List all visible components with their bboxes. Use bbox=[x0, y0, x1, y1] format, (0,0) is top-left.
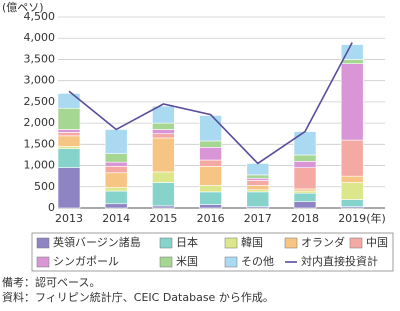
legend-swatch bbox=[284, 237, 298, 249]
bar-segment bbox=[293, 131, 317, 156]
bar-segment bbox=[104, 153, 128, 163]
legend-label: その他 bbox=[241, 255, 274, 268]
bar-segment bbox=[104, 187, 128, 192]
y-tick-label: 500 bbox=[34, 180, 55, 193]
y-axis-label: (億ペソ) bbox=[2, 1, 44, 14]
bar-segment bbox=[152, 122, 175, 130]
bar-segment bbox=[293, 161, 317, 168]
y-tick-label: 0 bbox=[48, 201, 55, 214]
legend-label: オランダ bbox=[301, 235, 345, 249]
total-line bbox=[68, 42, 353, 165]
note: 資料：フィリピン統計庁、CEIC Database から作成。 bbox=[2, 290, 274, 304]
bar-segment bbox=[293, 188, 317, 192]
bar-segment bbox=[152, 105, 175, 124]
bar-segment bbox=[152, 137, 175, 173]
bar-segment bbox=[246, 185, 270, 191]
legend-label: 米国 bbox=[176, 255, 198, 268]
legend-swatch bbox=[349, 237, 363, 249]
bar-segment bbox=[293, 154, 317, 162]
legend-label: 日本 bbox=[176, 235, 198, 249]
bar-segment bbox=[152, 133, 175, 139]
y-tick-label: 1,500 bbox=[24, 137, 56, 150]
y-tick-label: 3,000 bbox=[24, 74, 56, 87]
bar-segment bbox=[104, 161, 128, 167]
x-tick-label: 2016 bbox=[197, 212, 225, 225]
bar-segment bbox=[152, 182, 175, 207]
bar-segment bbox=[340, 59, 364, 64]
legend-label: 韓国 bbox=[241, 236, 263, 249]
bar-segment bbox=[199, 147, 222, 161]
bar-segment bbox=[199, 166, 222, 186]
y-tick-label: 4,000 bbox=[24, 31, 56, 44]
legend-label: 中国 bbox=[366, 236, 388, 249]
bar-segment bbox=[246, 174, 270, 179]
bar-segment bbox=[104, 190, 128, 205]
bar-segment bbox=[246, 189, 270, 193]
x-tick-label: 2019 bbox=[338, 212, 366, 225]
bar-segment bbox=[293, 190, 317, 194]
bar-segment bbox=[57, 107, 81, 130]
x-tick-label: 2014 bbox=[102, 212, 130, 225]
bar-segment bbox=[340, 63, 364, 141]
bar-segment bbox=[246, 177, 270, 181]
bar-segment bbox=[57, 146, 81, 149]
bar-segment bbox=[152, 205, 175, 209]
bar-segment bbox=[199, 159, 222, 167]
bar-segment bbox=[199, 185, 222, 193]
y-tick-label: 3,500 bbox=[24, 52, 56, 65]
bar-segment bbox=[293, 201, 317, 209]
legend-swatch bbox=[224, 237, 238, 249]
note: 備考：認可ベース。 bbox=[2, 275, 100, 289]
bar-segment bbox=[199, 191, 222, 205]
bar-segment bbox=[104, 203, 128, 209]
bar-segment bbox=[340, 44, 364, 60]
bar-segment bbox=[293, 192, 317, 202]
bar-segment bbox=[57, 93, 81, 109]
legend-label: シンガポール bbox=[53, 255, 119, 268]
bar-segment bbox=[104, 166, 128, 174]
bar-segment bbox=[152, 129, 175, 135]
bar-segment bbox=[340, 175, 364, 183]
bar-segment bbox=[199, 140, 222, 148]
bar-segment bbox=[57, 148, 81, 168]
bar-segment bbox=[199, 204, 222, 209]
x-tick-label: 2017 bbox=[244, 212, 272, 225]
x-tick-label: 2018 bbox=[291, 212, 319, 225]
bar-segment bbox=[340, 182, 364, 200]
legend-swatch bbox=[36, 237, 50, 249]
bar-segment bbox=[104, 172, 128, 188]
bar-segment bbox=[57, 132, 81, 137]
bar-segment bbox=[246, 191, 270, 208]
bar-segment bbox=[104, 129, 128, 154]
x-tick-label: 2013 bbox=[55, 212, 83, 225]
bar-segment bbox=[246, 180, 270, 186]
legend-swatch bbox=[36, 256, 50, 268]
bar-segment bbox=[57, 167, 81, 209]
bar-segment bbox=[57, 129, 81, 133]
bar-segment bbox=[152, 171, 175, 183]
bar-segment bbox=[340, 199, 364, 208]
bar-segment bbox=[246, 163, 270, 176]
legend-swatch bbox=[159, 256, 173, 268]
x-unit: (年) bbox=[366, 211, 386, 225]
bar-segment bbox=[57, 135, 81, 147]
y-tick-label: 1,000 bbox=[24, 159, 56, 172]
y-tick-label: 2,000 bbox=[24, 116, 56, 129]
bar-segment bbox=[340, 139, 364, 177]
y-tick-label: 4,500 bbox=[24, 10, 56, 23]
legend-label: 対内直接投資計 bbox=[301, 254, 378, 268]
legend-box bbox=[31, 232, 394, 272]
bar-segment bbox=[199, 115, 222, 142]
bar-segment bbox=[293, 167, 317, 190]
legend-swatch bbox=[159, 237, 173, 249]
x-tick-label: 2015 bbox=[149, 212, 177, 225]
legend-label: 英領バージン諸島 bbox=[53, 235, 141, 249]
legend-swatch bbox=[224, 256, 238, 268]
y-tick-label: 2,500 bbox=[24, 95, 56, 108]
